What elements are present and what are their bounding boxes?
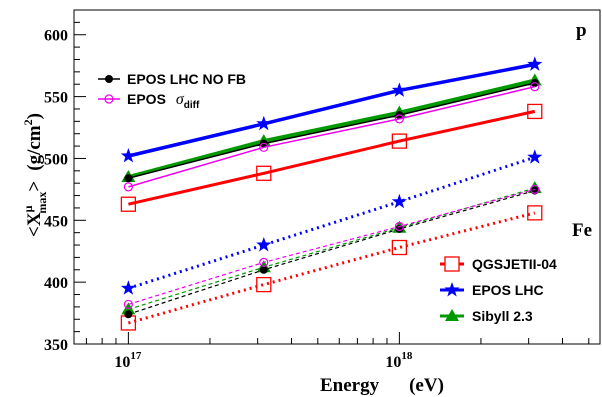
qgsjetii-04-point [256,165,272,181]
qgsjetii-04-point [391,239,408,256]
epos-diff-iron-line [128,188,535,305]
legend-label-epos-sigma-diff: EPOS σdiff [127,91,200,111]
epos-lhc-no-fb-proton-line [128,82,535,179]
legend-entry-epos-lhc-no-fb: EPOS LHC NO FB [98,71,246,87]
epos-lhc-no-fb-point [259,265,268,274]
legend-label-qgsjet: QGSJETII-04 [472,256,557,272]
epos-lhc-no-fb-point [124,174,133,183]
y-tick-label: 350 [44,337,68,354]
qgsjetii-04-point [391,133,408,149]
legend-marker-open-square [444,256,460,272]
qgsjetii-04-point [120,196,137,212]
epos-diff-point [394,114,404,124]
y-tick-label: 550 [44,90,68,107]
epos-lhc-proton-line [127,62,536,158]
legend-marker-star [444,282,460,297]
epos-lhc-point [256,115,272,131]
qgsjetii-04-proton-line [128,109,536,206]
qgsjetii-04-point [527,205,543,221]
series-epos-lhc [120,56,543,295]
epos-lhc-point [527,56,543,71]
epos-diff-proton-line [128,85,535,188]
epos-diff-point [123,299,133,310]
proton-label: p [576,20,587,41]
axis-ticks: 350 400 450 500 550 600 1017 1018 [44,9,590,371]
epos-diff-point [530,82,540,92]
epos-lhc-no-fb-point [124,310,133,319]
sibyll-2-3-proton-line [127,78,536,179]
y-tick-label: 450 [44,213,68,230]
legend-entry-epos-lhc: EPOS LHC [440,282,544,298]
y-tick-label: 500 [44,151,68,168]
plot-frame [73,9,601,345]
x-axis-title: Energy (eV) [320,375,444,396]
y-tick-label: 400 [44,275,68,292]
series-layer [120,56,543,331]
epos-diff-point [123,182,133,192]
y-axis-title: <Xμmax>(g/cm2) [21,113,49,237]
legend-label-epos-lhc: EPOS LHC [472,282,544,298]
epos-lhc-point [256,237,272,252]
series-epos-lhc-no-fb [124,78,539,319]
legend-marker-dot [105,75,113,83]
iron-label: Fe [572,220,592,241]
legend-entry-sibyll: Sibyll 2.3 [440,308,533,324]
epos-lhc-iron-line [127,155,536,290]
series-qgsjetii-04 [120,103,543,331]
series-epos-diff [123,82,540,310]
epos-lhc-point [391,82,407,97]
epos-lhc-point [120,280,136,295]
legend-label-sibyll: Sibyll 2.3 [472,308,533,324]
epos-lhc-no-fb-point [395,224,404,233]
epos-lhc-point [391,193,407,209]
legend-marker-open-circle [104,94,114,104]
epos-diff-point [394,221,404,232]
qgsjetii-04-point [256,276,272,293]
x-tick-label: 1017 [114,350,142,371]
qgsjetii-04-point [527,103,543,120]
legend-entry-qgsjet: QGSJETII-04 [440,256,557,272]
legend-marker-triangle [445,309,459,321]
legend-entry-epos-sigma-diff: EPOS σdiff [98,91,200,111]
epos-diff-point [530,184,540,194]
epos-lhc-point [120,148,136,163]
qgsjetii-04-iron-line [127,211,536,325]
epos-diff-point [259,142,269,152]
y-tick-label: 600 [44,28,68,45]
epos-lhc-point [527,149,543,164]
legend-top: EPOS LHC NO FB EPOS σdiff [98,71,246,111]
legend-bottom: QGSJETII-04 EPOS LHC Sibyll 2.3 [440,256,557,324]
epos-lhc-no-fb-iron-line [128,190,535,315]
x-tick-label: 1018 [385,350,413,371]
legend-label-epos-lhc-no-fb: EPOS LHC NO FB [127,71,246,87]
epos-diff-point [259,257,269,267]
